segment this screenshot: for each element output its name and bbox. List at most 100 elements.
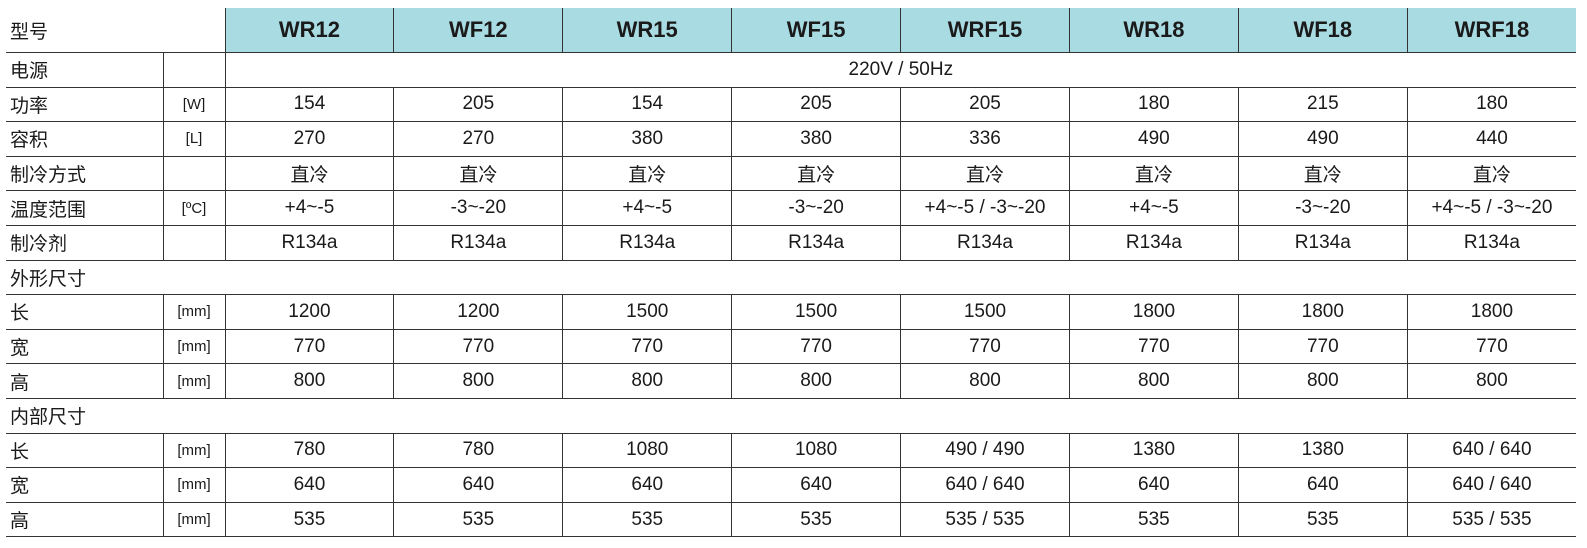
cell-value: 800	[1406, 363, 1577, 399]
cell-value: R134a	[224, 225, 394, 261]
cell-value: 380	[731, 121, 901, 157]
table-row: 容积 [L] 270 270 380 380 336 490 490 440	[6, 121, 1577, 157]
row-label: 制冷方式	[6, 156, 163, 192]
row-unit: [mm]	[162, 467, 225, 503]
cell-value: 640	[393, 467, 563, 503]
cell-value: 直冷	[1068, 156, 1239, 192]
table-row: 长 [mm] 780 780 1080 1080 490 / 490 1380 1380 640 …	[6, 433, 1577, 469]
cell-value: 800	[1068, 363, 1239, 399]
model-header-wf12: WF12	[393, 8, 563, 53]
model-header-wf18: WF18	[1237, 8, 1408, 53]
cell-value: +4~-5	[224, 190, 394, 226]
cell-value: -3~-20	[1237, 190, 1408, 226]
model-header-wr18: WR18	[1068, 8, 1239, 53]
cell-value: -3~-20	[731, 190, 901, 226]
cell-value: R134a	[900, 225, 1070, 261]
row-label: 高	[6, 502, 163, 538]
table-row: 宽 [mm] 770 770 770 770 770 770 770 770	[6, 329, 1577, 365]
model-header-wrf15: WRF15	[900, 8, 1070, 53]
cell-value: 1380	[1068, 433, 1239, 469]
cell-value: 154	[562, 87, 732, 123]
cell-value: 535 / 535	[900, 502, 1070, 538]
cell-value: 770	[393, 329, 563, 365]
row-unit: [mm]	[162, 363, 225, 399]
cell-value: 1080	[562, 433, 732, 469]
cell-value: 270	[224, 121, 394, 157]
model-header-wr15: WR15	[562, 8, 732, 53]
model-header-wrf18: WRF18	[1406, 8, 1577, 53]
cell-value: 1800	[1068, 294, 1239, 330]
cell-value: +4~-5 / -3~-20	[1406, 190, 1577, 226]
section-row: 内部尺寸	[6, 398, 1577, 434]
cell-value: 640	[731, 467, 901, 503]
section-row: 外形尺寸	[6, 260, 1577, 296]
cell-value: 205	[731, 87, 901, 123]
cell-value: 直冷	[393, 156, 563, 192]
row-label: 宽	[6, 467, 163, 503]
spec-table: 型号 WR12 WF12 WR15 WF15 WRF15 WR18 WF18 WRF18 电源…	[6, 8, 1577, 538]
row-unit: [mm]	[162, 433, 225, 469]
table-row: 制冷方式 直冷 直冷 直冷 直冷 直冷 直冷 直冷 直冷	[6, 156, 1577, 192]
cell-value: 1500	[562, 294, 732, 330]
cell-value: +4~-5 / -3~-20	[900, 190, 1070, 226]
cell-value: 1500	[731, 294, 901, 330]
cell-value: +4~-5	[562, 190, 732, 226]
cell-value: R134a	[731, 225, 901, 261]
model-header-wf15: WF15	[731, 8, 901, 53]
cell-value: R134a	[393, 225, 563, 261]
cell-value: 1080	[731, 433, 901, 469]
row-unit: [mm]	[162, 294, 225, 330]
cell-value: 770	[1406, 329, 1577, 365]
header-label: 型号	[6, 8, 163, 53]
cell-value: 640	[562, 467, 732, 503]
cell-value: R134a	[1406, 225, 1577, 261]
row-label: 温度范围	[6, 190, 163, 226]
cell-value: 800	[393, 363, 563, 399]
row-unit	[162, 225, 225, 261]
cell-value: 800	[562, 363, 732, 399]
cell-value: 800	[731, 363, 901, 399]
table-row: 高 [mm] 800 800 800 800 800 800 800 800	[6, 363, 1577, 399]
cell-value: 1800	[1406, 294, 1577, 330]
cell-value: 270	[393, 121, 563, 157]
cell-value: 直冷	[224, 156, 394, 192]
cell-value: 535	[731, 502, 901, 538]
cell-value: 770	[731, 329, 901, 365]
section-label: 内部尺寸	[6, 398, 1577, 434]
cell-value: 770	[1237, 329, 1408, 365]
cell-value: 535	[562, 502, 732, 538]
cell-value: 205	[900, 87, 1070, 123]
row-label: 长	[6, 294, 163, 330]
cell-value: 490 / 490	[900, 433, 1070, 469]
cell-value: 535	[1068, 502, 1239, 538]
cell-value: R134a	[1068, 225, 1239, 261]
cell-value: 180	[1068, 87, 1239, 123]
cell-value: 215	[1237, 87, 1408, 123]
table-row: 长 [mm] 1200 1200 1500 1500 1500 1800 1800 1800	[6, 294, 1577, 330]
cell-value: 1500	[900, 294, 1070, 330]
header-row: 型号 WR12 WF12 WR15 WF15 WRF15 WR18 WF18 WRF18	[6, 8, 1577, 53]
cell-value: 770	[1068, 329, 1239, 365]
cell-value: 直冷	[1406, 156, 1577, 192]
cell-value: 直冷	[1237, 156, 1408, 192]
cell-value: 640 / 640	[1406, 467, 1577, 503]
cell-value: 直冷	[900, 156, 1070, 192]
cell-value: 800	[900, 363, 1070, 399]
cell-value: 780	[393, 433, 563, 469]
row-label: 容积	[6, 121, 163, 157]
power-supply-row: 电源 220V / 50Hz	[6, 52, 1577, 88]
cell-value: 1380	[1237, 433, 1408, 469]
model-header-wr12: WR12	[224, 8, 394, 53]
row-unit	[162, 156, 225, 192]
row-unit: [mm]	[162, 329, 225, 365]
cell-value: 336	[900, 121, 1070, 157]
row-unit	[162, 52, 225, 88]
row-label: 长	[6, 433, 163, 469]
cell-value: 800	[1237, 363, 1408, 399]
cell-value: 1800	[1237, 294, 1408, 330]
cell-value: 154	[224, 87, 394, 123]
row-unit: [L]	[162, 121, 225, 157]
row-label: 电源	[6, 52, 163, 88]
cell-value: -3~-20	[393, 190, 563, 226]
power-supply-value: 220V / 50Hz	[224, 52, 1577, 88]
